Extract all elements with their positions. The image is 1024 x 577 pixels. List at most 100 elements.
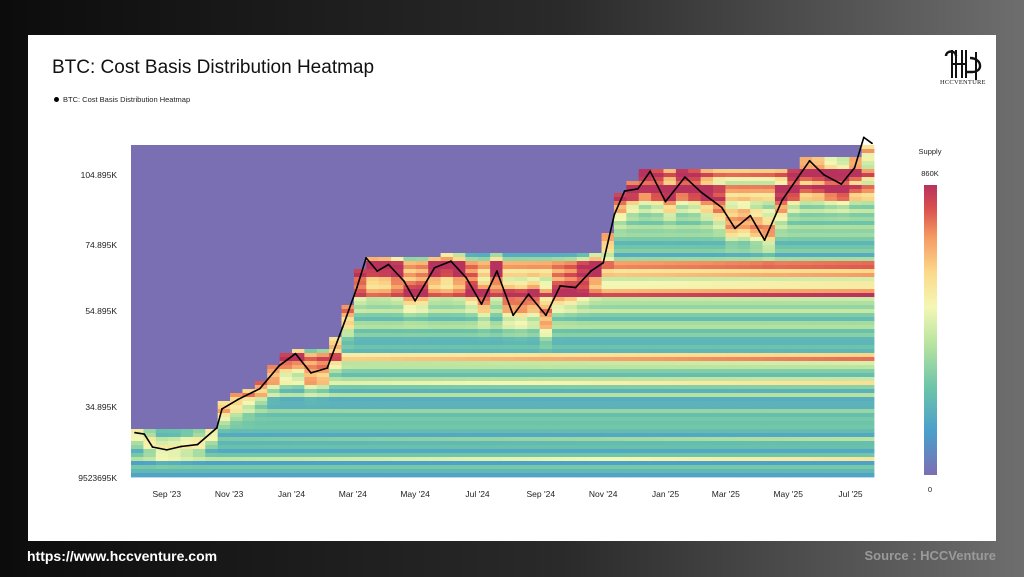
heatmap-cell [564,329,578,334]
heatmap-cell [700,361,714,366]
heatmap-cell [638,229,652,234]
heatmap-cell [378,277,392,282]
heatmap-cell [725,317,739,322]
heatmap-cell [353,353,367,358]
heatmap-cell [403,373,417,378]
heatmap-cell [750,401,763,406]
heatmap-cell [267,389,280,394]
heatmap-cell [564,433,578,438]
heatmap-cell [725,253,739,258]
heatmap-cell [452,405,466,410]
heatmap-cell [539,449,553,454]
heatmap-cell [514,465,528,470]
chart-card: BTC: Cost Basis Distribution Heatmap BTC… [28,35,996,541]
heatmap-cell [849,465,863,470]
heatmap-cell [613,249,627,254]
heatmap-cell [713,349,726,354]
heatmap-cell [725,197,739,202]
heatmap-cell [601,353,615,358]
heatmap-cell [613,457,627,462]
heatmap-cell [737,349,751,354]
heatmap-cell [440,309,454,314]
heatmap-cell [217,457,231,462]
heatmap-cell [861,185,875,190]
heatmap-cell [465,317,479,322]
heatmap-cell [316,373,330,378]
heatmap-cell [366,341,380,346]
heatmap-cell [490,465,503,470]
heatmap-cell [725,313,739,318]
heatmap-cell [713,285,726,290]
heatmap-cell [589,289,602,294]
heatmap-cell [774,333,788,338]
heatmap-cell [774,317,788,322]
heatmap-cell [192,469,206,474]
heatmap-cell [799,165,813,170]
heatmap-cell [725,329,739,334]
heatmap-cell [774,261,788,266]
heatmap-cell [799,221,813,226]
heatmap-cell [316,349,330,354]
heatmap-cell [415,393,429,398]
heatmap-cell [613,369,627,374]
heatmap-cell [861,385,875,390]
heatmap-cell [762,265,776,270]
heatmap-cell [403,313,417,318]
heatmap-cell [539,453,553,458]
heatmap-cell [688,297,702,302]
heatmap-cell [737,321,751,326]
heatmap-cell [737,405,751,410]
heatmap-cell [799,289,813,294]
heatmap-cell [552,341,565,346]
heatmap-cell [465,273,479,278]
heatmap-cell [428,305,441,310]
heatmap-cell [688,361,702,366]
heatmap-cell [774,465,788,470]
heatmap-cell [663,321,677,326]
heatmap-cell [626,333,640,338]
heatmap-cell [700,305,714,310]
heatmap-cell [527,461,541,466]
heatmap-cell [613,193,627,198]
heatmap-cell [812,245,825,250]
heatmap-cell [750,473,763,478]
heatmap-cell [564,269,578,274]
heatmap-cell [663,273,677,278]
heatmap-cell [700,225,714,230]
heatmap-cell [713,289,726,294]
heatmap-cell [366,421,380,426]
heatmap-cell [836,437,850,442]
heatmap-cell [861,369,875,374]
heatmap-cell [440,365,454,370]
heatmap-cell [477,361,491,366]
heatmap-cell [700,453,714,458]
heatmap-cell [836,397,850,402]
heatmap-cell [564,345,578,350]
heatmap-cell [824,313,838,318]
price-point [613,213,616,216]
heatmap-cell [750,293,763,298]
heatmap-cell [378,345,392,350]
heatmap-cell [576,273,590,278]
heatmap-cell [787,249,801,254]
heatmap-cell [391,373,404,378]
heatmap-cell [849,453,863,458]
website-link[interactable]: https://www.hccventure.com [27,548,218,564]
heatmap-cell [861,445,875,450]
heatmap-cell [502,417,516,422]
chart-legend[interactable]: BTC: Cost Basis Distribution Heatmap [54,95,190,104]
heatmap-cell [613,273,627,278]
heatmap-cell [799,241,813,246]
heatmap-cell [403,429,417,434]
heatmap-cell [576,353,590,358]
heatmap-cell [601,329,615,334]
heatmap-cell [329,405,342,410]
heatmap-cell [737,185,751,190]
heatmap-cell [601,261,615,266]
heatmap-cell [316,405,330,410]
heatmap-cell [465,405,479,410]
heatmap-cell [849,473,863,478]
heatmap-cell [824,273,838,278]
heatmap-cell [725,377,739,382]
